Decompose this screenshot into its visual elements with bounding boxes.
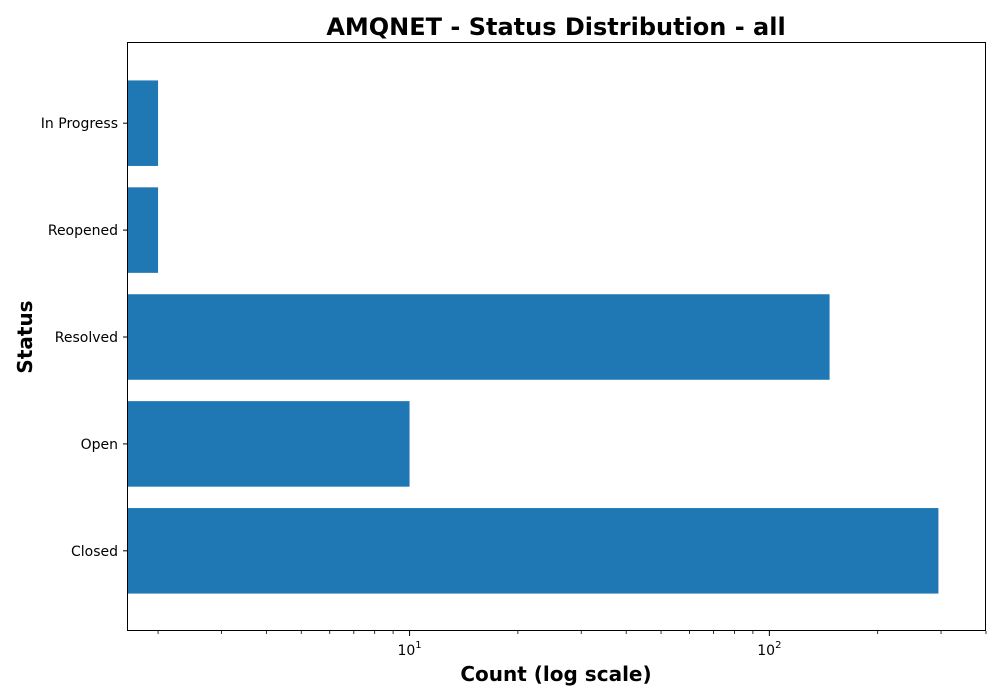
y-tick-label-in-progress: In Progress <box>41 116 118 132</box>
bars-group <box>128 80 939 594</box>
bar-resolved <box>128 294 830 380</box>
y-axis-label: Status <box>13 300 37 373</box>
bar-closed <box>128 508 939 594</box>
y-tick-label-open: Open <box>81 437 118 453</box>
y-tick-label-resolved: Resolved <box>55 330 118 346</box>
x-tick-label-100: 102 <box>757 640 781 659</box>
y-tick-label-closed: Closed <box>71 544 118 560</box>
bar-open <box>128 401 410 487</box>
y-tick-label-reopened: Reopened <box>48 223 118 239</box>
y-axis: Closed Open Resolved Reopened In Progress <box>41 116 128 560</box>
x-tick-label-10: 101 <box>397 640 421 659</box>
x-axis-label: Count (log scale) <box>460 662 651 686</box>
bar-in-progress <box>128 80 159 166</box>
bar-reopened <box>128 187 159 273</box>
x-axis: 101 102 <box>157 631 987 659</box>
chart-title: AMQNET - Status Distribution - all <box>326 13 785 41</box>
